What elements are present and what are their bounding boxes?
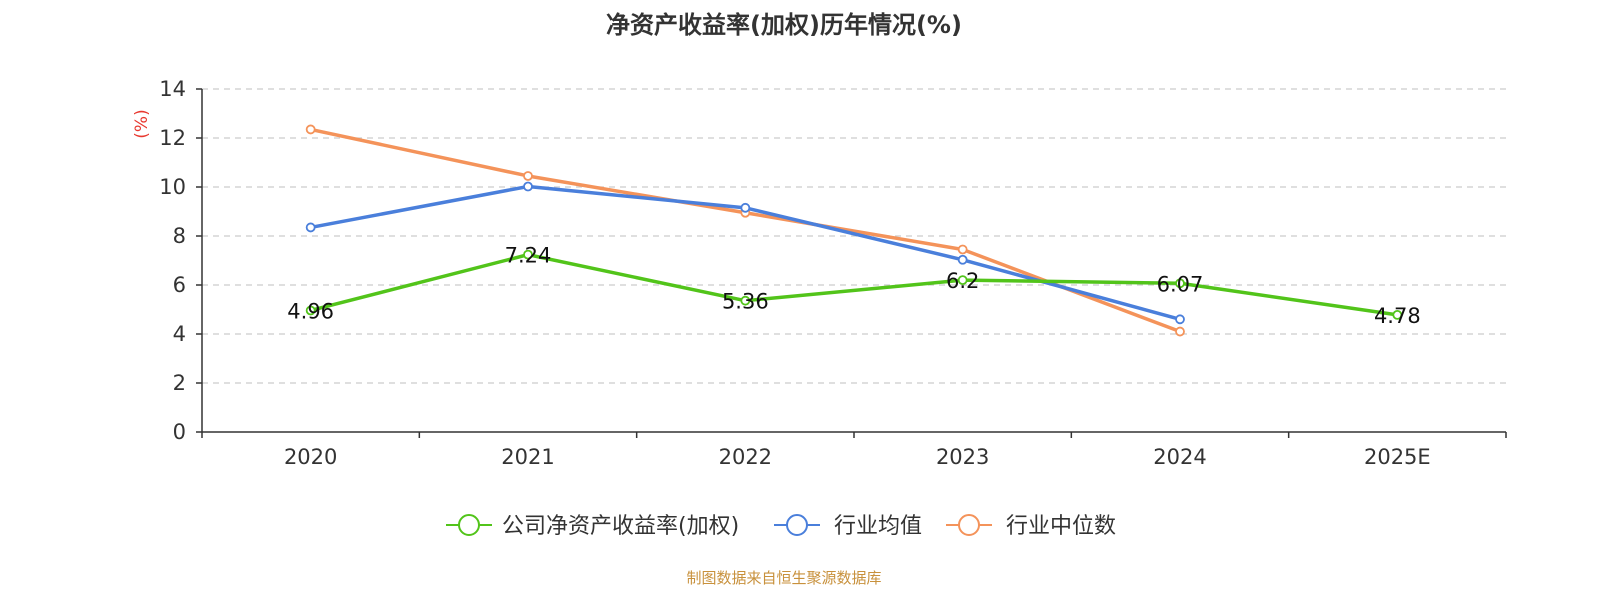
data-label: 5.36 <box>722 290 769 314</box>
legend-swatch-marker <box>458 514 480 536</box>
data-point-1 <box>1175 314 1185 325</box>
data-point-1 <box>957 254 968 265</box>
x-tick-label: 2022 <box>719 445 772 469</box>
x-tick-label: 2020 <box>284 445 337 469</box>
y-tick-label: 0 <box>173 420 186 444</box>
series-lines <box>305 124 1403 337</box>
y-tick-label: 10 <box>159 175 186 199</box>
x-tick-label: 2023 <box>936 445 989 469</box>
data-point-1 <box>740 202 751 213</box>
x-tick-label: 2025E <box>1364 445 1431 469</box>
legend-label: 行业均值 <box>834 514 922 539</box>
series-line-0 <box>308 252 1400 317</box>
y-tick-label: 14 <box>159 77 186 101</box>
data-labels: 4.96 7.24 5.36 6.2 6.07 4.78 <box>287 244 1420 328</box>
legend-swatch-marker <box>786 514 808 536</box>
y-tick-label: 8 <box>173 224 186 248</box>
source-note: 制图数据来自恒生聚源数据库 <box>686 569 881 587</box>
legend[interactable]: 公司净资产收益率(加权) 行业均值 行业中位数 <box>446 514 1116 539</box>
data-point-0 <box>1175 278 1185 289</box>
axes: 0 2 4 6 8 10 12 14 2020 2021 2022 2023 2024 2025E <box>159 77 1507 469</box>
data-point-1 <box>305 222 316 233</box>
legend-item-1[interactable]: 行业均值 <box>774 514 922 539</box>
legend-item-0[interactable]: 公司净资产收益率(加权) <box>446 514 739 539</box>
legend-label: 行业中位数 <box>1006 514 1116 539</box>
data-point-2 <box>305 124 316 135</box>
data-label: 4.96 <box>287 299 334 323</box>
chart-title: 净资产收益率(加权)历年情况(%) <box>606 11 962 39</box>
data-point-0 <box>1392 309 1403 320</box>
y-tick-label: 2 <box>173 371 186 395</box>
data-point-0 <box>740 295 751 306</box>
data-label: 4.78 <box>1374 304 1421 328</box>
y-axis-label: (%) <box>132 109 152 138</box>
legend-swatch-marker <box>958 514 980 536</box>
data-point-0 <box>957 275 968 286</box>
data-point-0 <box>523 249 533 260</box>
data-label: 6.2 <box>946 269 979 293</box>
legend-label: 公司净资产收益率(加权) <box>502 514 739 539</box>
data-label: 6.07 <box>1157 272 1204 296</box>
grid-lines <box>202 88 1506 384</box>
data-point-0 <box>305 305 316 316</box>
x-tick-label: 2024 <box>1153 445 1206 469</box>
legend-item-2[interactable]: 行业中位数 <box>946 514 1116 539</box>
data-point-2 <box>523 171 533 181</box>
y-tick-label: 6 <box>173 273 186 297</box>
x-tick-label: 2021 <box>501 445 554 469</box>
y-tick-label: 12 <box>159 126 186 150</box>
data-point-1 <box>523 181 533 192</box>
data-label: 7.24 <box>505 244 552 268</box>
data-point-2 <box>957 244 968 255</box>
y-tick-label: 4 <box>173 322 186 346</box>
data-point-2 <box>1175 326 1185 337</box>
